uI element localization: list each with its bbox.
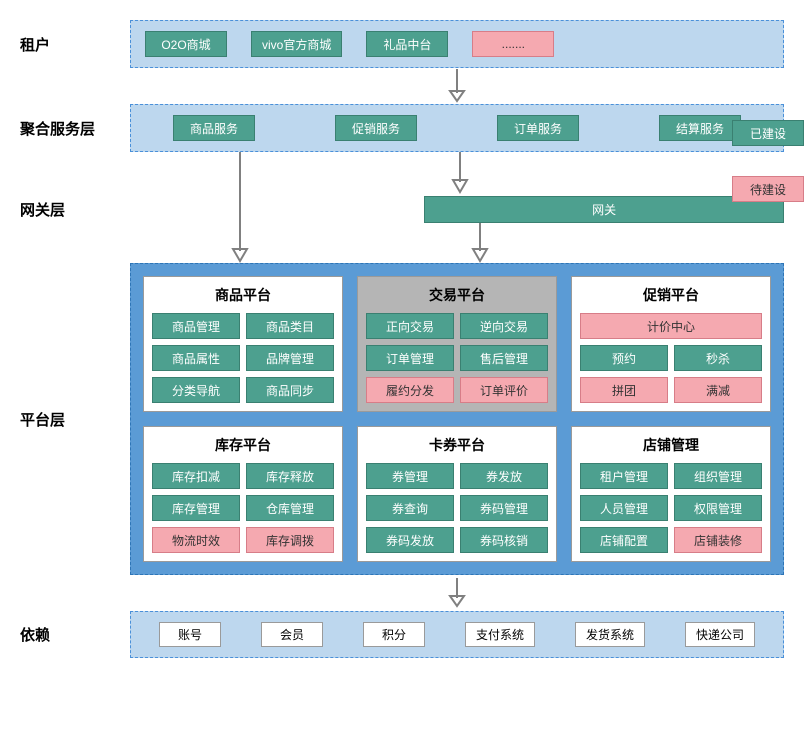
- row-tenant: 租户 O2O商城 vivo官方商城礼品中台.......: [20, 20, 784, 68]
- row-platform: 平台层 商品平台商品管理商品类目商品属性品牌管理分类导航商品同步交易平台正向交易…: [20, 263, 784, 575]
- platform-item: 店铺装修: [674, 527, 762, 553]
- platform-card-title: 店铺管理: [580, 435, 762, 455]
- platform-card: 库存平台库存扣减库存释放库存管理仓库管理物流时效库存调拨: [143, 426, 343, 562]
- aggregate-item: 结算服务: [659, 115, 741, 141]
- dependency-item: 账号: [159, 622, 221, 647]
- platform-card: 店铺管理租户管理组织管理人员管理权限管理店铺配置店铺装修: [571, 426, 771, 562]
- label-tenant: 租户: [20, 20, 130, 68]
- platform-item: 品牌管理: [246, 345, 334, 371]
- row-aggregate: 聚合服务层 商品服务 促销服务 订单服务 结算服务: [20, 104, 784, 152]
- aggregate-item: 商品服务: [173, 115, 255, 141]
- platform-item: 店铺配置: [580, 527, 668, 553]
- arrow-2: [130, 152, 784, 196]
- platform-item: 券发放: [460, 463, 548, 489]
- platform-item: 满减: [674, 377, 762, 403]
- platform-card-title: 卡券平台: [366, 435, 548, 455]
- label-aggregate: 聚合服务层: [20, 104, 130, 152]
- tenant-item: .......: [472, 31, 554, 57]
- platform-item: 库存释放: [246, 463, 334, 489]
- platform-card-title: 商品平台: [152, 285, 334, 305]
- platform-item: 物流时效: [152, 527, 240, 553]
- platform-card: 卡券平台券管理券发放券查询券码管理券码发放券码核销: [357, 426, 557, 562]
- diagram-root: 已建设 待建设 租户 O2O商城vivo官方商城礼品中台....... 聚合服务…: [20, 20, 784, 658]
- platform-item: 权限管理: [674, 495, 762, 521]
- platform-item: 库存管理: [152, 495, 240, 521]
- platform-item: 履约分发: [366, 377, 454, 403]
- platform-card-title: 促销平台: [580, 285, 762, 305]
- dependency-item: 会员: [261, 622, 323, 647]
- dependency-item: 发货系统: [575, 622, 645, 647]
- arrow-1: [130, 68, 784, 104]
- platform-item: 仓库管理: [246, 495, 334, 521]
- platform-item: 正向交易: [366, 313, 454, 339]
- label-gateway: 网关层: [20, 196, 130, 223]
- arrow-3: [130, 223, 784, 263]
- platform-card: 促销平台计价中心预约秒杀拼团满减: [571, 276, 771, 412]
- platform-item: 库存调拨: [246, 527, 334, 553]
- dependency-item: 积分: [363, 622, 425, 647]
- platform-card: 商品平台商品管理商品类目商品属性品牌管理分类导航商品同步: [143, 276, 343, 412]
- platform-item: 售后管理: [460, 345, 548, 371]
- platform-item: 订单管理: [366, 345, 454, 371]
- aggregate-item: 订单服务: [497, 115, 579, 141]
- tenant-item: vivo官方商城: [251, 31, 342, 57]
- platform-item: 券管理: [366, 463, 454, 489]
- platform-item: 预约: [580, 345, 668, 371]
- platform-item: 券码管理: [460, 495, 548, 521]
- aggregate-item: 促销服务: [335, 115, 417, 141]
- platform-card-title: 交易平台: [366, 285, 548, 305]
- label-dependency: 依赖: [20, 611, 130, 658]
- dependency-item: 快递公司: [685, 622, 755, 647]
- platform-item: 人员管理: [580, 495, 668, 521]
- aggregate-container: 商品服务 促销服务 订单服务 结算服务: [130, 104, 784, 152]
- platform-item: 商品属性: [152, 345, 240, 371]
- platform-item: 券码发放: [366, 527, 454, 553]
- gateway-box: 网关: [424, 196, 784, 223]
- tenant-container: O2O商城 vivo官方商城礼品中台.......: [130, 20, 784, 68]
- platform-item: 订单评价: [460, 377, 548, 403]
- arrow-4: [130, 575, 784, 611]
- platform-item: 组织管理: [674, 463, 762, 489]
- tenant-item: O2O商城: [145, 31, 227, 57]
- label-platform: 平台层: [20, 263, 130, 575]
- platform-item: 计价中心: [580, 313, 762, 339]
- platform-item: 券码核销: [460, 527, 548, 553]
- row-gateway: 网关层 网关: [20, 196, 784, 223]
- platform-grid: 商品平台商品管理商品类目商品属性品牌管理分类导航商品同步交易平台正向交易逆向交易…: [143, 276, 771, 562]
- platform-item: 租户管理: [580, 463, 668, 489]
- legend-built: 已建设: [732, 120, 804, 146]
- platform-item: 逆向交易: [460, 313, 548, 339]
- platform-card: 交易平台正向交易逆向交易订单管理售后管理履约分发订单评价: [357, 276, 557, 412]
- dependency-item: 支付系统: [465, 622, 535, 647]
- platform-item: 分类导航: [152, 377, 240, 403]
- platform-item: 券查询: [366, 495, 454, 521]
- platform-item: 商品类目: [246, 313, 334, 339]
- platform-item: 拼团: [580, 377, 668, 403]
- platform-item: 商品管理: [152, 313, 240, 339]
- dependency-container: 账号 会员 积分 支付系统 发货系统 快递公司: [130, 611, 784, 658]
- platform-item: 秒杀: [674, 345, 762, 371]
- platform-item: 商品同步: [246, 377, 334, 403]
- row-dependency: 依赖 账号 会员 积分 支付系统 发货系统 快递公司: [20, 611, 784, 658]
- platform-item: 库存扣减: [152, 463, 240, 489]
- platform-card-title: 库存平台: [152, 435, 334, 455]
- platform-container: 商品平台商品管理商品类目商品属性品牌管理分类导航商品同步交易平台正向交易逆向交易…: [130, 263, 784, 575]
- tenant-item: 礼品中台: [366, 31, 448, 57]
